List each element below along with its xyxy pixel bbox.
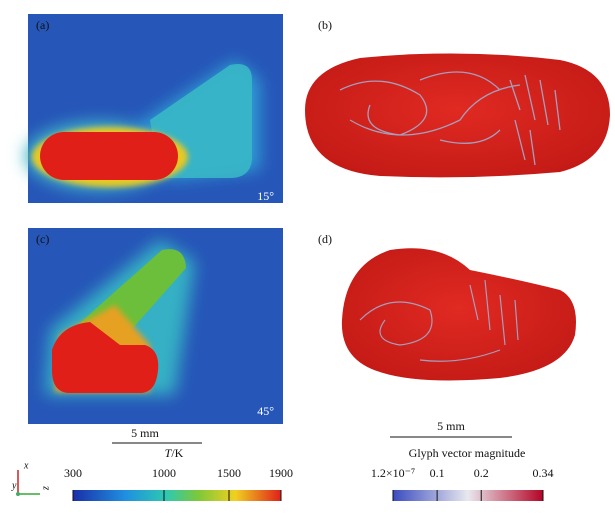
panel-label: (d) xyxy=(318,232,332,246)
panel-a: (a) 15° xyxy=(25,14,283,203)
axis-label: x xyxy=(23,460,29,471)
angle-label: 15° xyxy=(257,189,274,203)
colorbar-title: Glyph vector magnitude xyxy=(409,446,526,460)
panel-d: (d) xyxy=(318,232,576,381)
angle-label: 45° xyxy=(257,404,274,418)
temperature-colorbar xyxy=(73,490,281,501)
panel-b: (b) xyxy=(305,18,610,178)
scale-bar-label: 5 mm xyxy=(437,419,465,433)
colorbar-title: T/K xyxy=(165,446,184,460)
melt-pool xyxy=(40,132,178,180)
glyph-colorbar xyxy=(393,490,543,501)
glyphs xyxy=(359,279,519,362)
panel-label: (c) xyxy=(36,232,49,246)
axis-label: y xyxy=(11,480,17,491)
panel-c: (c) 45° xyxy=(28,228,283,424)
melt-pool xyxy=(52,322,159,393)
tick-label: 0.34 xyxy=(533,466,554,480)
panel-label: (b) xyxy=(318,18,332,32)
tick-label: 0.2 xyxy=(474,466,489,480)
tick-label: 1900 xyxy=(269,466,293,480)
pool-surface xyxy=(341,248,576,381)
pool-surface xyxy=(305,53,610,178)
glyphs xyxy=(339,71,561,166)
tick-label: 1000 xyxy=(152,466,176,480)
tick-label: 1500 xyxy=(217,466,241,480)
scale-bar-label: 5 mm xyxy=(131,426,159,440)
axes-triad: x y z xyxy=(11,460,51,496)
tick-label: 1.2×10⁻⁷ xyxy=(371,466,415,480)
tick-label: 0.1 xyxy=(430,466,445,480)
axis-label: z xyxy=(40,486,51,491)
panel-label: (a) xyxy=(36,18,49,32)
tick-label: 300 xyxy=(64,466,82,480)
